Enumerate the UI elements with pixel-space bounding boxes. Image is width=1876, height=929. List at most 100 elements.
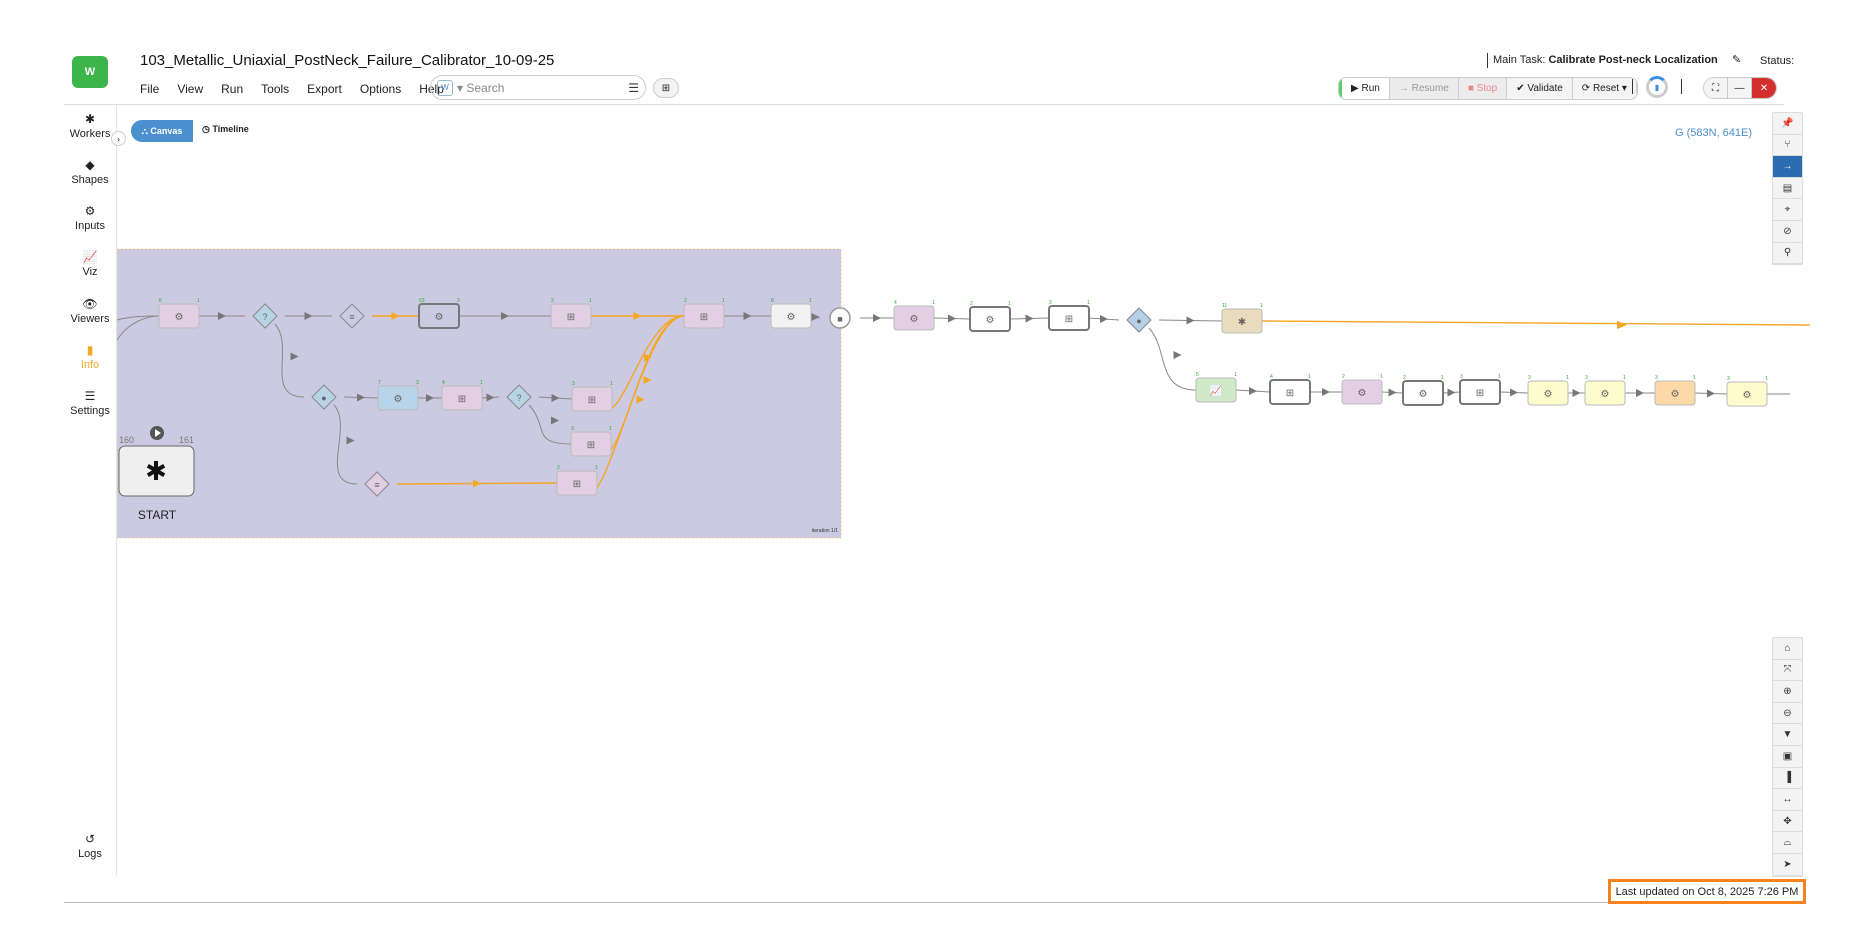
table-icon: ⊞ — [700, 312, 708, 323]
bar-chart-button[interactable]: ▐ — [1773, 768, 1802, 790]
workflow-node-box[interactable]: 11 1✱ — [1221, 303, 1263, 334]
workflow-node-box[interactable]: 3 1 ⚙ — [1527, 375, 1569, 406]
workflow-node-diamond[interactable]: ? — [252, 303, 278, 329]
run-button[interactable]: ▶ Run — [1339, 78, 1390, 99]
sidebar-expand-button[interactable]: › — [111, 131, 126, 146]
workflow-node-box[interactable]: 4 1 ⚙ — [893, 300, 935, 331]
search-scope-badge[interactable]: W — [437, 79, 453, 96]
workflow-node-box[interactable]: 53 3 ⚙ — [418, 298, 460, 329]
filter-button[interactable]: ▼ — [1773, 724, 1802, 746]
node-input-count: 53 — [419, 298, 425, 304]
stop-button[interactable]: ■ Stop — [1458, 78, 1508, 99]
workflow-node-box[interactable]: 3 1 ⚙ — [1584, 375, 1626, 406]
gear-icon: ⚙ — [1743, 390, 1752, 401]
validate-button[interactable]: ✔ Validate — [1507, 78, 1573, 99]
edge-arrow — [1322, 388, 1330, 396]
workflow-node-box[interactable]: 8 1 ⚙ — [770, 298, 812, 329]
progress-chart-icon[interactable]: ▮ — [1646, 76, 1668, 98]
workflow-node-box[interactable]: 2 1 ⚙ — [1341, 374, 1383, 405]
move-button[interactable]: ✥ — [1773, 811, 1802, 833]
sidebar-item-shapes[interactable]: ◆ Shapes — [60, 158, 120, 186]
workflow-node-box[interactable]: 2 1 ⊞ — [683, 298, 725, 329]
sidebar-item-label: Settings — [70, 405, 110, 417]
sidebar-item-settings[interactable]: ☰ Settings — [60, 389, 120, 417]
start-node[interactable]: ✱ 160 161 START — [118, 426, 195, 522]
node-output-count: 1 — [809, 298, 812, 304]
workflow-node-box[interactable]: 3 1 ⊞ — [1459, 374, 1501, 405]
edge-arrow — [1617, 321, 1627, 329]
workflow-node-box[interactable]: 2 1 ⊞ — [556, 465, 598, 496]
tab-canvas[interactable]: ⛬ Canvas — [131, 120, 193, 142]
workflow-node-diamond[interactable]: ≡ — [339, 303, 365, 329]
workflow-node-box[interactable]: 2 1 ⚙ — [1402, 375, 1444, 406]
menu-tools[interactable]: Tools — [261, 82, 290, 96]
home-button[interactable]: ⌂ — [1773, 638, 1802, 660]
workflow-node-diamond[interactable]: ● — [311, 384, 337, 410]
crosshair-button[interactable]: ⌖ — [1773, 199, 1802, 221]
resume-button[interactable]: → Resume — [1389, 78, 1459, 99]
sidebar-item-viewers[interactable]: 👁 Viewers — [60, 297, 120, 325]
home-icon: ⌂ — [1784, 642, 1791, 654]
pin-button[interactable]: 📌 — [1773, 113, 1802, 135]
edit-icon[interactable]: ✎ — [1732, 54, 1742, 66]
eye-slash-button[interactable]: ⊘ — [1773, 221, 1802, 243]
node-input-count: 11 — [1222, 303, 1227, 309]
arrow-right-button[interactable]: → — [1773, 156, 1802, 178]
asterisk-icon: ✱ — [145, 456, 167, 486]
workflow-node-circle[interactable]: ■ — [829, 307, 851, 329]
menu-file[interactable]: File — [140, 82, 160, 96]
fullscreen-button[interactable]: ⛶ — [1704, 78, 1728, 98]
workflow-node-box[interactable]: 3 1 ⚙ — [1726, 376, 1768, 407]
menu-view[interactable]: View — [177, 82, 204, 96]
zoom-in-button[interactable]: ⊕ — [1773, 681, 1802, 703]
gears-icon: ⚙ — [84, 204, 96, 218]
workflow-node-box[interactable]: 7 3 ⚙ — [377, 380, 419, 411]
workflow-node-box[interactable]: 4 1 ⊞ — [1269, 374, 1311, 405]
workflow-node-diamond[interactable]: ? — [506, 384, 532, 410]
zoom-out-button[interactable]: ⊖ — [1773, 703, 1802, 725]
search-input[interactable]: W ▾ Search ☰ — [430, 75, 646, 100]
edge-arrow — [1100, 315, 1108, 323]
crosshair-icon: ⌖ — [1784, 204, 1791, 216]
sidebar-divider — [116, 105, 117, 875]
sidebar-item-viz[interactable]: 📈 Viz — [60, 250, 120, 278]
minimize-button[interactable]: — — [1728, 78, 1752, 98]
gear-icon: ⚙ — [175, 312, 184, 323]
workflow-node-box[interactable]: 3 1 ⊞ — [570, 426, 612, 457]
sidebar-item-info[interactable]: ▮ Info — [60, 343, 120, 371]
workflow-node-diamond[interactable]: ≡ — [364, 471, 390, 497]
reset-button[interactable]: ⟳ Reset ▾ — [1572, 78, 1637, 99]
compress-button[interactable]: ⤧ — [1773, 660, 1802, 682]
workflow-node-box[interactable]: 6 1 ⚙ — [158, 298, 200, 329]
workflow-node-box[interactable]: 3 1 ⊞ — [1048, 300, 1090, 331]
menu-run[interactable]: Run — [221, 82, 244, 96]
sidebar-item-workers[interactable]: ✱ Workers — [60, 112, 120, 140]
user-button[interactable]: ⚲ — [1773, 243, 1802, 265]
workflow-node-box[interactable]: 4 1 ⊞ — [441, 380, 483, 411]
node-output-count: 3 — [457, 298, 460, 304]
pointer-button[interactable]: ➤ — [1773, 854, 1802, 876]
list-button[interactable]: ▤ — [1773, 178, 1802, 200]
sidebar-item-logs[interactable]: ↺ Logs — [60, 832, 120, 860]
menu-export[interactable]: Export — [307, 82, 342, 96]
tab-timeline[interactable]: ◷ Timeline — [202, 124, 249, 134]
caret-down-icon: ▾ — [457, 80, 467, 95]
sidebar-item-inputs[interactable]: ⚙ Inputs — [60, 204, 120, 232]
filter-sliders-icon[interactable]: ☰ — [628, 80, 639, 95]
table-icon: ⊞ — [1476, 388, 1484, 399]
basket-button[interactable]: ⌓ — [1773, 832, 1802, 854]
menu-options[interactable]: Options — [359, 82, 402, 96]
close-button[interactable]: ✕ — [1752, 78, 1776, 98]
chip-button[interactable]: ⊞ — [653, 78, 679, 98]
node-output-count: 1 — [1693, 375, 1696, 381]
workflow-node-box[interactable]: 3 1 ⊞ — [571, 381, 613, 412]
fit-width-button[interactable]: ↔ — [1773, 789, 1802, 811]
workflow-node-box[interactable]: 2 1 ⚙ — [969, 301, 1011, 332]
branch-button[interactable]: ⑂ — [1773, 135, 1802, 157]
images-button[interactable]: ▣ — [1773, 746, 1802, 768]
workflow-node-diamond[interactable]: ● — [1126, 307, 1152, 333]
workflow-node-box[interactable]: 3 1 ⊞ — [550, 298, 592, 329]
workflow-node-box[interactable]: 3 1 ⚙ — [1654, 375, 1696, 406]
workflow-node-box[interactable]: 5 1 📈 — [1195, 372, 1237, 403]
